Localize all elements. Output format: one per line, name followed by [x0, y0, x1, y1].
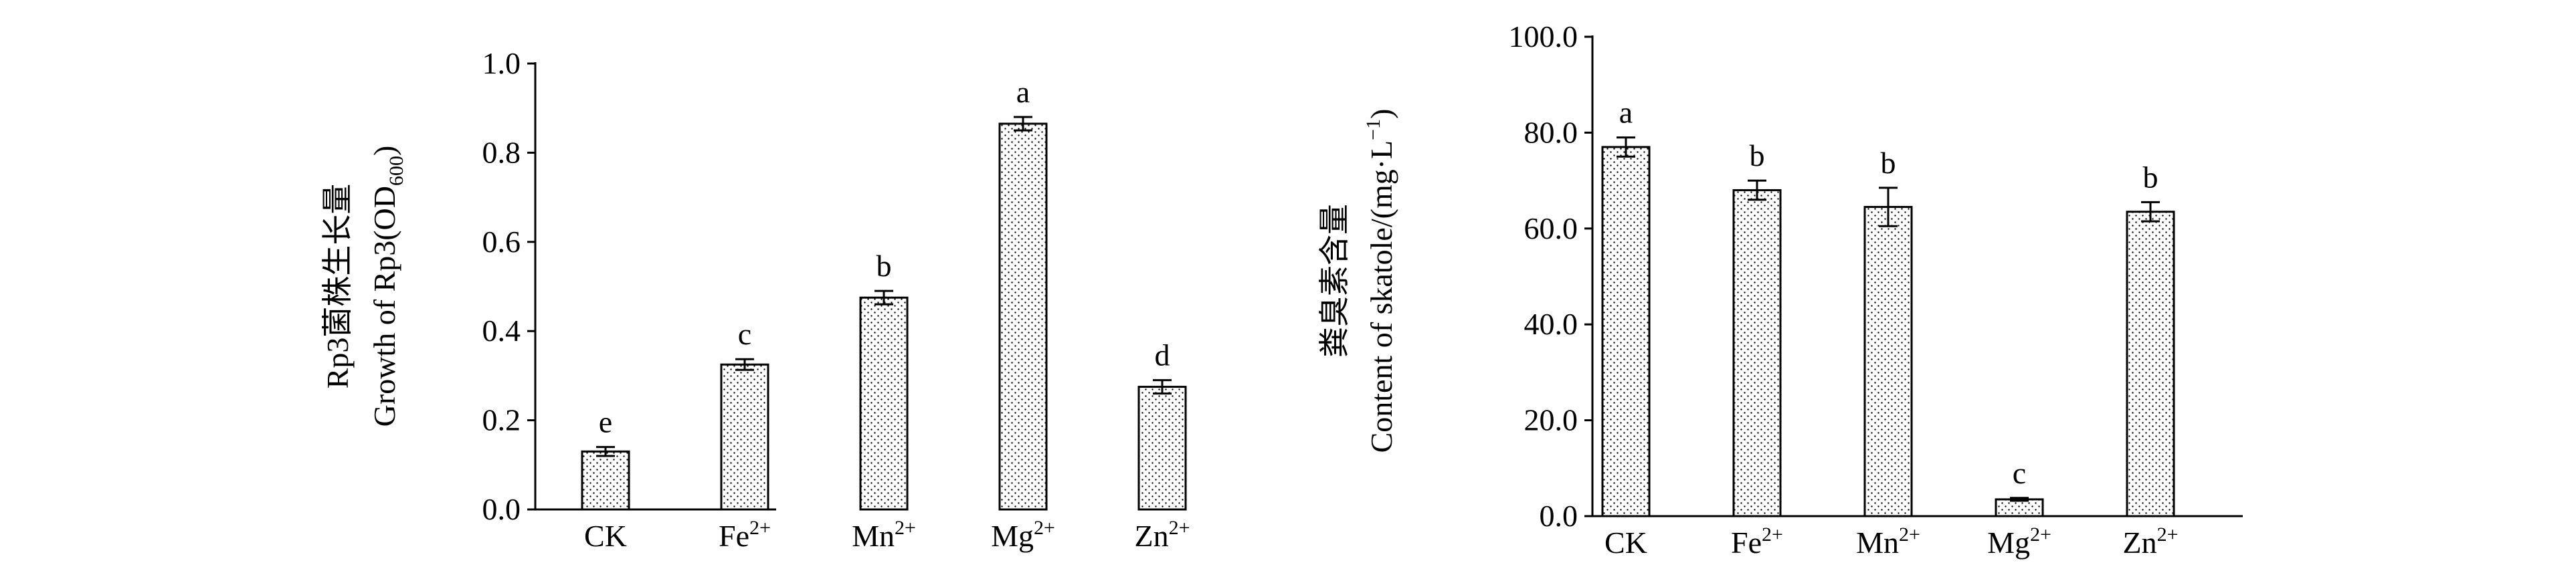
- bar: [2126, 211, 2175, 517]
- x-tick-label: Mn2+: [852, 517, 916, 553]
- bar: [998, 122, 1048, 511]
- x-tick-label: Mn2+: [1856, 523, 1920, 560]
- bar: [720, 363, 769, 511]
- y-axis-label-cn: Rp3菌株生长量: [320, 184, 355, 389]
- bar: [1137, 386, 1187, 511]
- chart-right-skatole: 0.0 20.0 40.0 60.0 80.0 100.0 a CK b Fe2+ b Mn2+ c Mg…: [1317, 19, 2243, 560]
- significance-letter: c: [738, 317, 751, 351]
- x-tick-label: CK: [584, 519, 627, 553]
- significance-letter: b: [1881, 146, 1896, 180]
- y-axis-label-en: Content of skatole/(mg·L−1): [1362, 109, 1398, 453]
- bar: [581, 450, 630, 511]
- y-axis-label-en: Growth of Rp3(OD600): [367, 146, 407, 427]
- y-tick-label: 80.0: [1524, 115, 1578, 149]
- y-tick-label: 0.6: [482, 225, 521, 259]
- chart-left-od600: 0.0 0.2 0.4 0.6 0.8 1.0 e CK c Fe2+ b Mn2+ a Mg2+ d Zn2…: [320, 46, 1190, 553]
- y-tick-label: 1.0: [482, 46, 521, 80]
- y-tick-label: 0.0: [1540, 499, 1578, 533]
- x-tick-label: Zn2+: [2122, 523, 2178, 560]
- y-tick-label: 100.0: [1509, 19, 1578, 53]
- bar: [1601, 146, 1651, 517]
- x-tick-label: Zn2+: [1134, 517, 1190, 553]
- y-tick-label: 60.0: [1524, 211, 1578, 245]
- bar: [1995, 498, 2044, 517]
- x-tick-label: CK: [1604, 525, 1647, 560]
- x-tick-label: Mg2+: [991, 517, 1055, 553]
- significance-letter: d: [1155, 338, 1170, 372]
- y-tick-label: 0.8: [482, 135, 521, 169]
- x-tick-label: Fe2+: [719, 517, 771, 553]
- significance-letter: b: [1750, 138, 1765, 172]
- x-tick-label: Mg2+: [1987, 523, 2051, 560]
- bar: [1732, 189, 1782, 517]
- y-tick-label: 0.2: [482, 403, 521, 437]
- significance-letter: b: [877, 249, 892, 283]
- y-tick-label: 20.0: [1524, 403, 1578, 437]
- significance-letter: b: [2143, 160, 2158, 194]
- bar: [859, 296, 909, 511]
- x-tick-label: Fe2+: [1731, 523, 1783, 560]
- bar: [1863, 206, 1913, 517]
- y-tick-label: 0.0: [482, 492, 521, 526]
- significance-letter: c: [2013, 456, 2026, 490]
- significance-letter: e: [599, 405, 612, 439]
- significance-letter: a: [1016, 75, 1030, 109]
- y-tick-label: 40.0: [1524, 307, 1578, 341]
- y-axis-label-cn: 粪臭素含量: [1317, 204, 1352, 358]
- significance-letter: a: [1619, 96, 1633, 130]
- y-tick-label: 0.4: [482, 314, 521, 348]
